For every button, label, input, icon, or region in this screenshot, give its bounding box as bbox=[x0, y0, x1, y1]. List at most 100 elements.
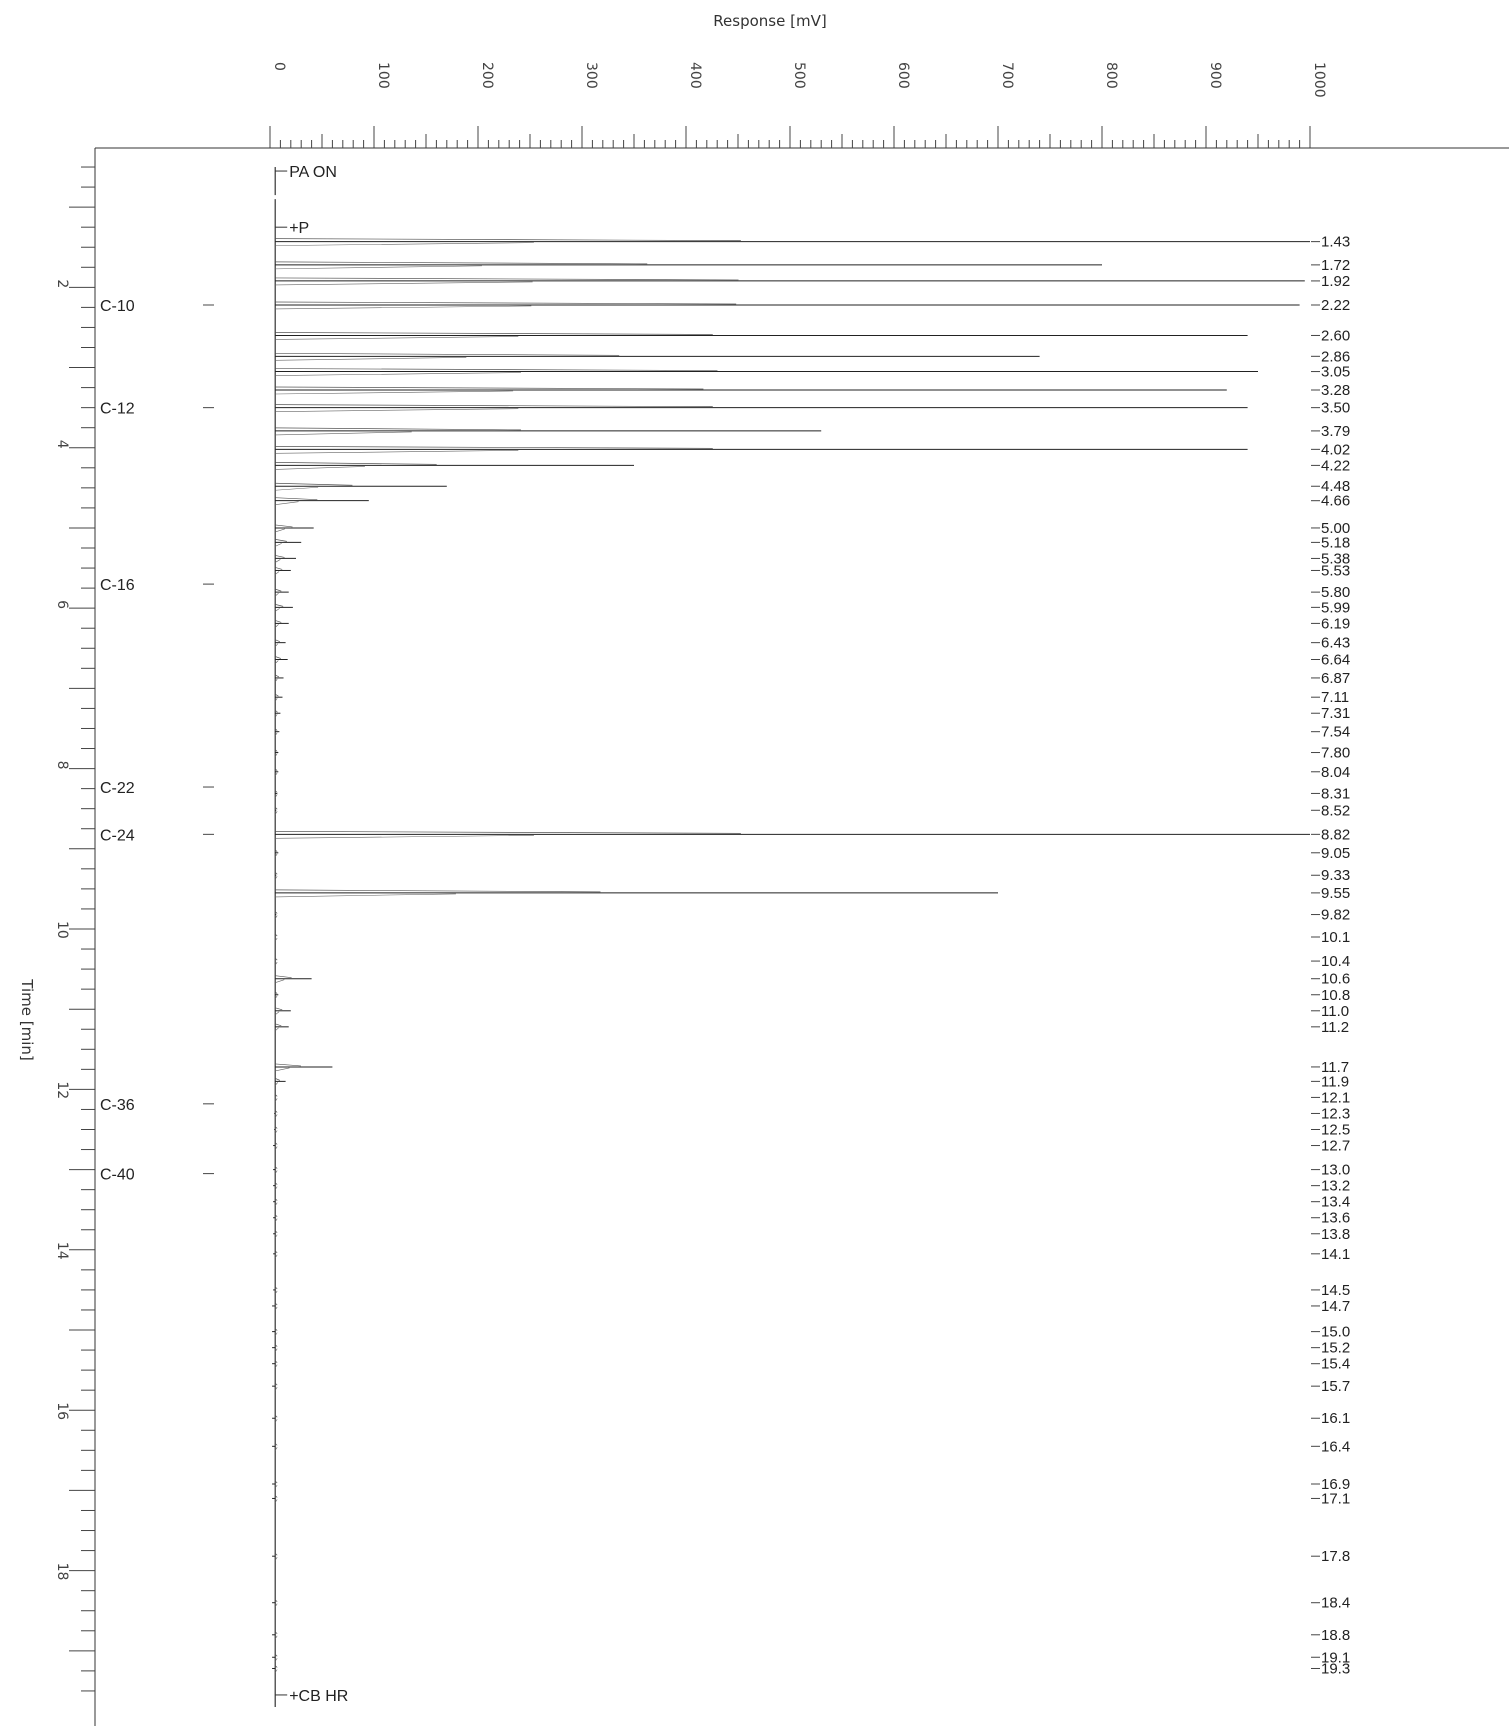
peak-tail bbox=[275, 1011, 280, 1016]
peak-tail bbox=[275, 265, 482, 270]
peak-flank bbox=[274, 1414, 278, 1418]
peak-label: 11.9 bbox=[1321, 1073, 1349, 1090]
peak-tail bbox=[274, 1098, 278, 1102]
peak-flank bbox=[274, 1126, 278, 1129]
peak-label: 15.0 bbox=[1321, 1324, 1350, 1341]
peak-tail bbox=[275, 390, 514, 395]
carbon-marker-label: C-36 bbox=[100, 1097, 135, 1114]
peak-label: 2.60 bbox=[1321, 327, 1350, 344]
peak-tail bbox=[275, 486, 319, 491]
peak-flank bbox=[274, 1286, 278, 1290]
time-tick-label: 12 bbox=[54, 1081, 70, 1099]
peak-flank bbox=[274, 1142, 278, 1145]
peak-tail bbox=[274, 1114, 278, 1118]
peak-label: 7.80 bbox=[1321, 745, 1350, 762]
peak-tail bbox=[275, 408, 519, 412]
carbon-marker-label: C-12 bbox=[100, 401, 135, 418]
response-tick-label: 400 bbox=[687, 62, 703, 89]
peak-flank bbox=[274, 933, 278, 937]
peak-flank bbox=[274, 1599, 278, 1602]
peak-flank bbox=[274, 911, 278, 914]
event-label: +P bbox=[289, 220, 309, 237]
peak-label: 2.22 bbox=[1321, 297, 1350, 314]
peak-flank bbox=[274, 1631, 278, 1635]
peak-label: 11.7 bbox=[1321, 1059, 1349, 1076]
peak-label: 6.87 bbox=[1321, 670, 1350, 687]
peak-flank bbox=[274, 1552, 278, 1556]
peak-tail bbox=[274, 1419, 278, 1423]
peak-label: 18.4 bbox=[1321, 1595, 1350, 1612]
peak-label: 8.31 bbox=[1321, 785, 1350, 802]
peak-tail bbox=[275, 281, 533, 286]
peak-flank bbox=[274, 871, 278, 875]
time-tick-label: 16 bbox=[54, 1402, 70, 1420]
peak-tail bbox=[274, 1202, 278, 1206]
peak-label: 11.2 bbox=[1321, 1019, 1349, 1036]
peak-flank bbox=[275, 674, 280, 678]
peak-flank bbox=[274, 1480, 278, 1484]
peak-flank bbox=[274, 1382, 278, 1386]
peak-tail bbox=[275, 571, 280, 575]
peak-tail bbox=[275, 1067, 290, 1072]
peak-tail bbox=[274, 1146, 278, 1150]
peak-flank bbox=[274, 1328, 278, 1331]
peak-tail bbox=[274, 1348, 278, 1352]
peak-label: 10.1 bbox=[1321, 929, 1350, 946]
peak-flank bbox=[274, 957, 278, 961]
peak-tail bbox=[275, 1027, 279, 1032]
peak-tail bbox=[274, 1130, 278, 1134]
peak-tail bbox=[274, 853, 278, 857]
peak-label: 15.4 bbox=[1321, 1356, 1350, 1373]
peak-flank bbox=[275, 693, 279, 697]
peak-flank bbox=[275, 620, 282, 623]
response-tick-label: 600 bbox=[895, 62, 911, 89]
peak-flank bbox=[274, 709, 278, 713]
peak-flank bbox=[275, 446, 713, 449]
response-tick-label: 100 bbox=[375, 62, 391, 89]
peak-label: 2.86 bbox=[1321, 348, 1350, 365]
time-axis: 2 4 6 8 10 12 14 16 18 bbox=[54, 166, 95, 1692]
peak-tail bbox=[275, 501, 299, 505]
peak-label: 6.19 bbox=[1321, 615, 1350, 632]
peak-tail bbox=[275, 242, 534, 246]
peak-label: 7.54 bbox=[1321, 724, 1350, 741]
peak-tail bbox=[274, 961, 278, 966]
time-tick-label: 10 bbox=[54, 921, 70, 939]
peak-label: 1.72 bbox=[1321, 257, 1350, 274]
peak-flank bbox=[275, 567, 283, 570]
event-label: +CB HR bbox=[289, 1688, 348, 1705]
peak-flank bbox=[275, 332, 713, 335]
response-axis-title: Response [mV] bbox=[713, 12, 826, 30]
peak-label: 3.50 bbox=[1321, 400, 1350, 417]
peak-flank bbox=[275, 277, 739, 281]
peak-flank bbox=[275, 1063, 301, 1067]
peak-flank bbox=[274, 1360, 278, 1363]
peak-flank bbox=[274, 1443, 278, 1446]
response-tick-label: 900 bbox=[1207, 62, 1223, 89]
peak-tail bbox=[275, 893, 456, 898]
response-tick-label: 700 bbox=[999, 62, 1015, 89]
peak-flank bbox=[275, 656, 281, 659]
peak-flank bbox=[275, 539, 287, 542]
peak-tail bbox=[274, 1658, 278, 1662]
peak-tail bbox=[274, 1332, 278, 1336]
peak-flank bbox=[274, 768, 278, 772]
peak-label: 6.43 bbox=[1321, 635, 1350, 652]
peak-tail bbox=[274, 1484, 278, 1489]
chromatogram-trace bbox=[272, 167, 1310, 1707]
peak-tail bbox=[274, 678, 278, 683]
time-tick-label: 6 bbox=[54, 600, 70, 609]
time-tick-label: 4 bbox=[54, 440, 70, 449]
peak-flank bbox=[275, 555, 285, 558]
peak-label: 12.7 bbox=[1321, 1138, 1350, 1155]
peak-label: 7.11 bbox=[1321, 689, 1349, 706]
peak-flank bbox=[274, 1344, 278, 1347]
peak-label: 17.8 bbox=[1321, 1548, 1350, 1565]
peak-flank bbox=[274, 1214, 278, 1217]
peak-flank bbox=[274, 807, 278, 810]
peak-label: 14.5 bbox=[1321, 1282, 1350, 1299]
peak-tail bbox=[274, 1234, 278, 1238]
peak-label: 1.43 bbox=[1321, 234, 1350, 251]
time-tick-label: 8 bbox=[54, 761, 70, 770]
peak-tail bbox=[275, 466, 365, 470]
